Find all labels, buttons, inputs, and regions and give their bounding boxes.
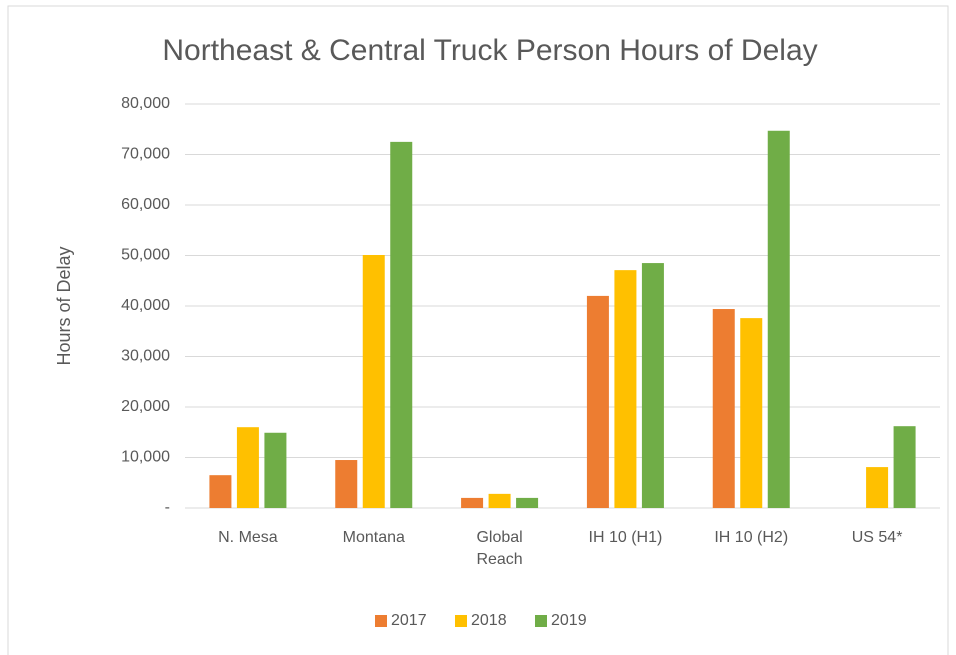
bar bbox=[362, 254, 385, 508]
bar bbox=[740, 318, 763, 508]
y-tick-label: 10,000 bbox=[121, 449, 170, 466]
chart-title: Northeast & Central Truck Person Hours o… bbox=[162, 34, 817, 67]
legend-swatch bbox=[535, 615, 547, 627]
x-tick-label: IH 10 (H2) bbox=[714, 529, 789, 546]
x-tick-label: Global Reach bbox=[476, 529, 523, 568]
x-tick-label: IH 10 (H1) bbox=[588, 529, 663, 546]
bar bbox=[488, 493, 511, 508]
bar bbox=[767, 130, 790, 508]
legend-swatch bbox=[375, 615, 387, 627]
y-tick-label: 20,000 bbox=[121, 398, 170, 415]
bar bbox=[641, 263, 664, 508]
x-tick-label: US 54* bbox=[851, 529, 903, 546]
bar bbox=[614, 270, 637, 508]
bar bbox=[209, 475, 232, 508]
bar bbox=[712, 309, 735, 508]
y-tick-label: 50,000 bbox=[121, 247, 170, 264]
y-tick-label: 40,000 bbox=[121, 297, 170, 314]
legend-label: 2018 bbox=[471, 612, 507, 629]
bar bbox=[893, 426, 916, 508]
legend-label: 2017 bbox=[391, 612, 427, 629]
x-tick-label: N. Mesa bbox=[218, 529, 278, 546]
bar bbox=[236, 427, 259, 508]
y-tick-label: 70,000 bbox=[121, 146, 170, 163]
bar bbox=[586, 295, 609, 508]
y-tick-label: 30,000 bbox=[121, 348, 170, 365]
y-axis-label: Hours of Delay bbox=[54, 246, 74, 365]
legend-label: 2019 bbox=[551, 612, 587, 629]
bar bbox=[866, 467, 889, 508]
y-tick-label: 80,000 bbox=[121, 95, 170, 112]
bar bbox=[390, 141, 413, 508]
legend-swatch bbox=[455, 615, 467, 627]
bar bbox=[264, 432, 287, 508]
x-tick-label: Montana bbox=[342, 529, 405, 546]
bar bbox=[461, 497, 484, 508]
y-tick-label: - bbox=[165, 499, 170, 516]
y-tick-label: 60,000 bbox=[121, 196, 170, 213]
bar bbox=[335, 460, 358, 508]
chart-border bbox=[7, 5, 949, 655]
bar bbox=[516, 497, 539, 508]
